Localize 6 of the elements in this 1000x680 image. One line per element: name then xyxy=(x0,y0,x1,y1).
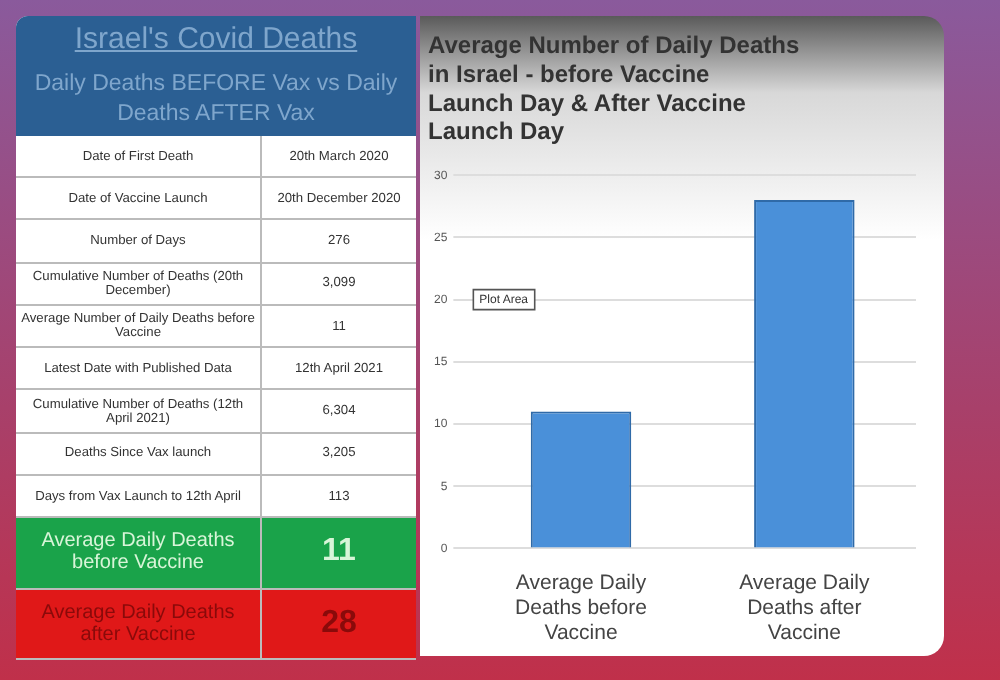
text: Daily Deaths BEFORE Vax vs Daily Deaths AFTER Vax xyxy=(32,70,400,130)
text: Average Daily Deaths before Vaccine xyxy=(16,518,262,588)
chart-title: Average Number of Daily Deaths in Israel - before Vaccine Launch Day & After Vaccine Launch Day xyxy=(428,31,800,146)
text: Israel's Covid Deaths xyxy=(72,20,360,60)
text: 11 xyxy=(320,532,358,573)
text: 28 xyxy=(319,603,359,644)
